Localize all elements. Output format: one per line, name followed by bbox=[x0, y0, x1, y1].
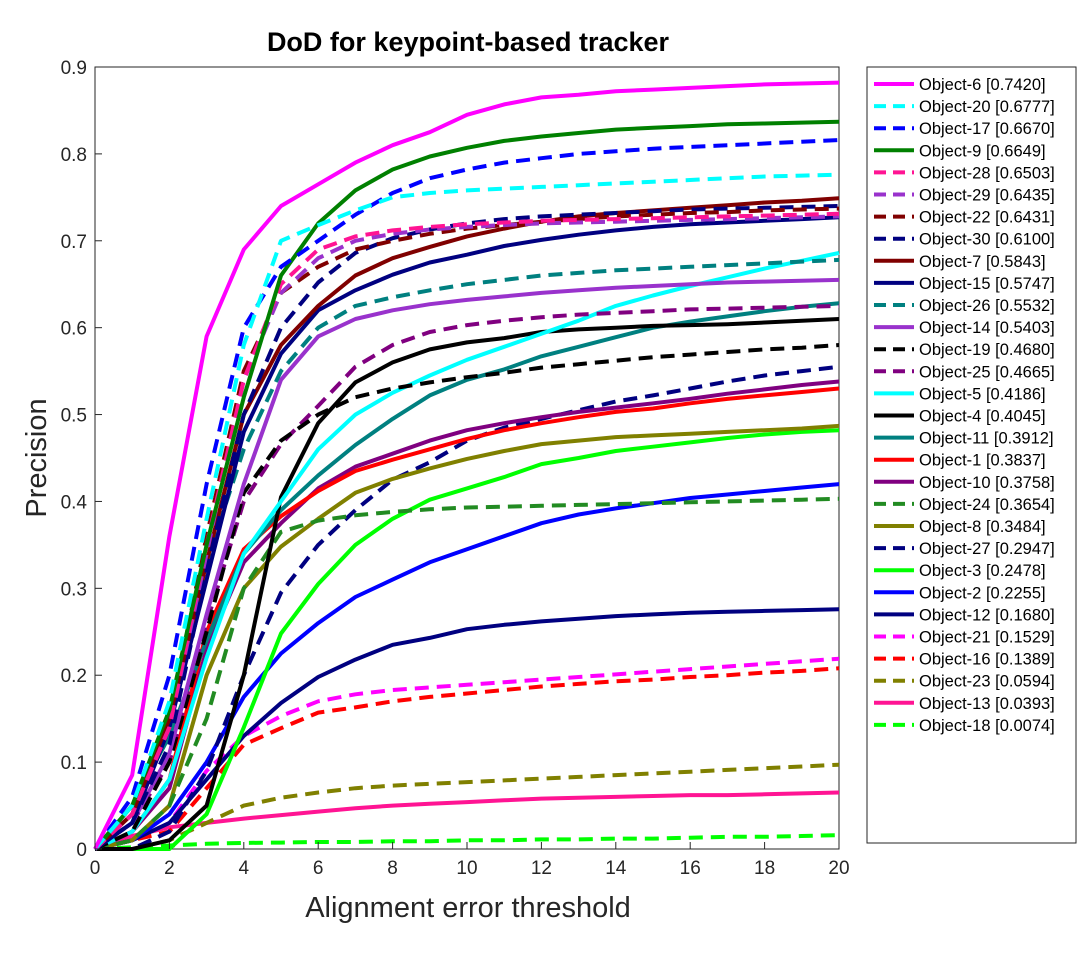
plot-area: 0 2 4 6 8 10 12 14 16 18 20 0 0.1 0.2 0.3 0.4 0.5 0.6 0.7 0… bbox=[61, 58, 850, 879]
y-tick-label: 0.9 bbox=[61, 58, 87, 79]
legend-entry: Object-23 [0.0594] bbox=[919, 673, 1055, 691]
legend-entry: Object-28 [0.6503] bbox=[919, 164, 1055, 182]
legend-entry: Object-3 [0.2478] bbox=[919, 562, 1046, 580]
x-tick-label: 12 bbox=[531, 858, 552, 879]
ticks-layer: 0 2 4 6 8 10 12 14 16 18 20 0 0.1 0.2 0.3 0.4 0.5 0.6 0.7 0… bbox=[61, 58, 850, 879]
legend-entry: Object-1 [0.3837] bbox=[919, 452, 1046, 470]
series-line bbox=[93, 119, 840, 851]
series-line bbox=[93, 204, 840, 851]
y-tick-label: 0.3 bbox=[61, 579, 87, 600]
legend-entry: Object-22 [0.6431] bbox=[919, 209, 1055, 227]
legend-entry: Object-16 [0.1389] bbox=[919, 651, 1055, 669]
legend-entry: Object-14 [0.5403] bbox=[919, 319, 1055, 337]
legend-entry: Object-30 [0.6100] bbox=[919, 231, 1055, 249]
legend-entry: Object-10 [0.3758] bbox=[919, 474, 1055, 492]
x-tick-label: 6 bbox=[313, 858, 324, 879]
x-tick-label: 14 bbox=[605, 858, 627, 879]
y-tick-label: 0.4 bbox=[61, 492, 88, 513]
legend-entry: Object-15 [0.5747] bbox=[919, 275, 1055, 293]
legend-entry: Object-2 [0.2255] bbox=[919, 584, 1046, 602]
legend-entry: Object-19 [0.4680] bbox=[919, 341, 1055, 359]
legend-entry: Object-17 [0.6670] bbox=[919, 120, 1055, 138]
series-line bbox=[93, 301, 840, 851]
legend-entry: Object-20 [0.6777] bbox=[919, 98, 1055, 116]
series-line bbox=[93, 215, 840, 851]
series-line bbox=[93, 196, 840, 851]
series-line bbox=[95, 762, 840, 851]
legend: Object-6 [0.7420] Object-20 [0.6777] Objec… bbox=[866, 66, 1077, 844]
series-line bbox=[93, 303, 840, 851]
x-tick-label: 2 bbox=[164, 858, 175, 879]
legend-entry: Object-9 [0.6649] bbox=[919, 142, 1046, 160]
legend-entry: Object-21 [0.1529] bbox=[919, 629, 1055, 647]
y-tick-label: 0.6 bbox=[61, 319, 87, 340]
legend-entry: Object-6 [0.7420] bbox=[919, 76, 1046, 94]
x-tick-label: 8 bbox=[387, 858, 398, 879]
x-tick-label: 10 bbox=[456, 858, 477, 879]
legend-entry: Object-29 [0.6435] bbox=[919, 187, 1055, 205]
series-line bbox=[94, 250, 840, 851]
legend-entry: Object-8 [0.3484] bbox=[919, 518, 1046, 536]
legend-items: Object-6 [0.7420] Object-20 [0.6777] Objec… bbox=[874, 76, 1055, 735]
series-line bbox=[94, 833, 840, 851]
y-tick-label: 0.5 bbox=[61, 406, 87, 427]
y-tick-label: 0 bbox=[76, 840, 87, 861]
series-line bbox=[95, 364, 840, 851]
x-tick-label: 18 bbox=[754, 858, 775, 879]
series-line bbox=[94, 666, 840, 851]
y-tick-label: 0.1 bbox=[61, 753, 87, 774]
legend-entry: Object-18 [0.0074] bbox=[919, 717, 1055, 735]
y-tick-label: 0.7 bbox=[61, 232, 87, 253]
legend-entry: Object-13 [0.0393] bbox=[919, 695, 1055, 713]
series-line bbox=[94, 343, 840, 851]
series-line bbox=[94, 790, 840, 851]
legend-entry: Object-25 [0.4665] bbox=[919, 363, 1055, 381]
legend-entry: Object-11 [0.3912] bbox=[919, 430, 1054, 448]
x-tick-label: 0 bbox=[90, 858, 101, 879]
x-tick-label: 20 bbox=[828, 858, 849, 879]
y-tick-label: 0.2 bbox=[61, 666, 87, 687]
legend-entry: Object-24 [0.3654] bbox=[919, 496, 1055, 514]
y-tick-label: 0.8 bbox=[61, 145, 87, 166]
series-line bbox=[94, 423, 840, 851]
series-line bbox=[93, 172, 840, 851]
series-line bbox=[94, 496, 840, 851]
y-axis-label: Precision bbox=[21, 398, 53, 517]
series-layer bbox=[93, 80, 840, 851]
x-tick-label: 16 bbox=[680, 858, 701, 879]
legend-entry: Object-7 [0.5843] bbox=[919, 253, 1046, 271]
legend-entry: Object-27 [0.2947] bbox=[919, 540, 1055, 558]
legend-entry: Object-26 [0.5532] bbox=[919, 297, 1055, 315]
series-line bbox=[93, 277, 840, 851]
series-line bbox=[94, 386, 840, 851]
series-line bbox=[95, 428, 840, 851]
x-axis-label: Alignment error threshold bbox=[305, 892, 631, 924]
series-line bbox=[93, 138, 840, 851]
legend-entry: Object-4 [0.4045] bbox=[919, 408, 1046, 426]
legend-entry: Object-5 [0.4186] bbox=[919, 385, 1046, 403]
legend-entry: Object-12 [0.1680] bbox=[919, 606, 1055, 624]
series-line bbox=[93, 80, 840, 850]
chart-title: DoD for keypoint-based tracker bbox=[267, 27, 670, 57]
x-tick-label: 4 bbox=[239, 858, 250, 879]
series-line bbox=[95, 317, 840, 851]
